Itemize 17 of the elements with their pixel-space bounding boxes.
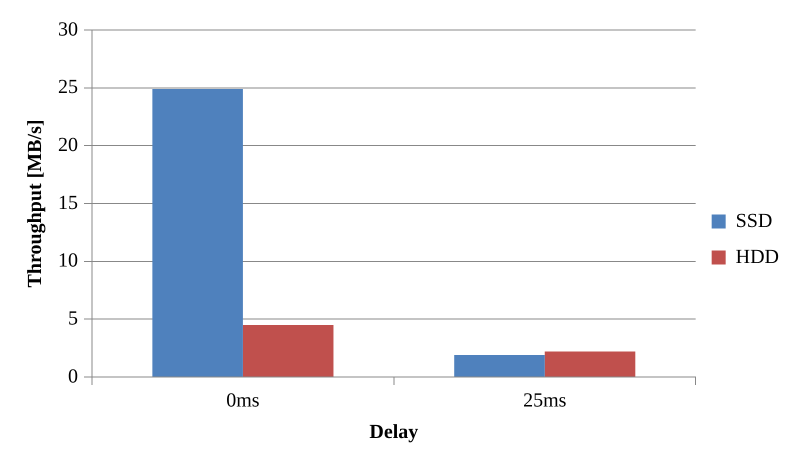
y-tick-label: 5 <box>68 307 78 330</box>
x-tick-label: 0ms <box>226 389 260 412</box>
legend-label: HDD <box>736 246 780 268</box>
x-tick-label: 25ms <box>523 389 567 412</box>
y-tick-label: 0 <box>68 365 78 388</box>
bar <box>152 88 243 376</box>
y-tick-label: 20 <box>58 134 78 156</box>
y-tick-label: 10 <box>58 250 78 272</box>
y-tick-label: 25 <box>58 76 78 98</box>
y-tick-label: 15 <box>58 192 78 214</box>
legend-label: SSD <box>736 210 772 232</box>
bar <box>544 352 636 376</box>
bar <box>454 355 545 376</box>
bar <box>242 324 334 376</box>
x-axis-title: Delay <box>369 421 418 444</box>
y-axis-title: Throughput [MB/s] <box>24 119 46 288</box>
y-tick-label: 30 <box>58 18 78 40</box>
